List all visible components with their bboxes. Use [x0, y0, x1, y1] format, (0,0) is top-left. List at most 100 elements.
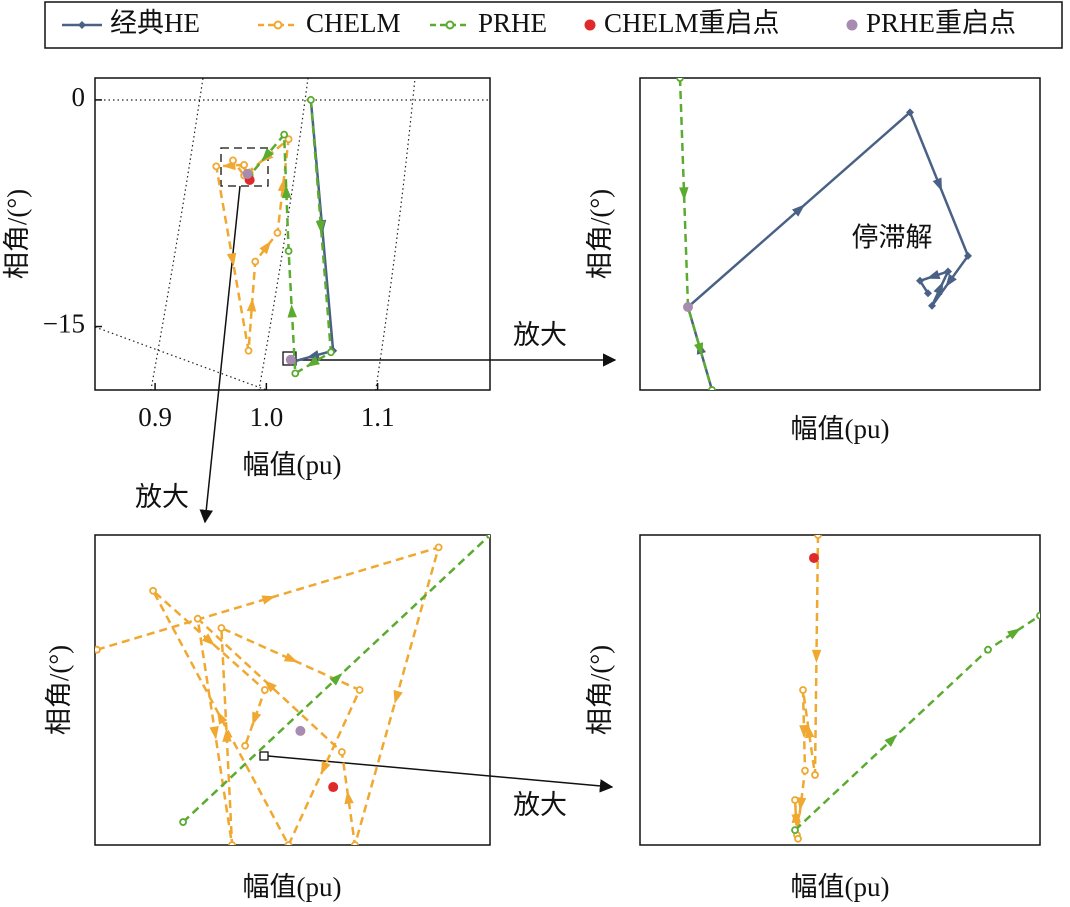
- vertex-marker: [260, 686, 269, 694]
- direction-arrow: [261, 148, 274, 162]
- y-tick-label: −15: [43, 309, 85, 339]
- vertex-marker: [794, 834, 802, 843]
- zoom-box: [259, 751, 269, 761]
- vertex-marker: [708, 386, 716, 390]
- legend-marker: [78, 21, 86, 29]
- plot-area: [791, 535, 1040, 843]
- annotation: 放大: [513, 320, 567, 350]
- x-axis-label: 幅值(pu): [243, 872, 342, 902]
- direction-arrow: [320, 760, 331, 775]
- direction-arrow: [263, 679, 277, 693]
- restart-point: [809, 552, 819, 563]
- direction-arrow: [932, 177, 942, 192]
- guide-curves: [95, 78, 490, 390]
- legend-label: PRHE: [478, 8, 547, 38]
- guide-curve: [258, 78, 309, 390]
- vertex-marker: [916, 276, 924, 285]
- legend-marker: [846, 19, 858, 31]
- direction-arrow: [201, 633, 215, 646]
- restart-point: [285, 354, 296, 365]
- legend-label: CHELM: [306, 8, 401, 38]
- vertex-marker: [337, 748, 346, 756]
- x-tick-label: 1.1: [361, 402, 395, 432]
- vertex-marker: [228, 841, 236, 845]
- direction-arrow: [393, 689, 403, 704]
- direction-arrow: [246, 298, 257, 312]
- series-line: [793, 535, 820, 839]
- plot-area: [676, 78, 972, 390]
- vertex-marker: [284, 247, 293, 255]
- vertex-marker: [306, 96, 315, 104]
- vertex-marker: [434, 543, 443, 552]
- vertex-marker: [811, 771, 819, 779]
- restart-point: [683, 302, 693, 313]
- direction-arrow: [792, 204, 806, 217]
- plot-area: [212, 95, 338, 378]
- legend-box: [44, 1, 1063, 49]
- zoom-box: [282, 351, 297, 366]
- vertex-marker: [355, 686, 364, 694]
- vertex-marker: [212, 162, 221, 171]
- x-tick-label: 0.9: [138, 402, 172, 432]
- vertex-marker: [984, 645, 992, 654]
- vertex-marker: [280, 130, 289, 139]
- vertex-marker: [291, 369, 300, 378]
- vertex-marker: [676, 78, 684, 82]
- restart-point: [328, 782, 339, 793]
- annotation: 放大: [135, 482, 189, 512]
- legend-label: 经典HE: [110, 8, 200, 38]
- vertex-marker: [149, 586, 157, 595]
- direction-arrow: [1007, 628, 1021, 640]
- plot-frame: [639, 534, 1041, 846]
- direction-arrow: [287, 304, 297, 318]
- direction-arrow: [315, 220, 326, 235]
- legend-marker: [273, 20, 283, 30]
- direction-arrow: [329, 673, 343, 686]
- vertex-marker: [193, 614, 202, 623]
- legend-label: CHELM重启点: [604, 8, 780, 38]
- vertex-marker: [240, 160, 248, 169]
- series-line: [678, 78, 714, 390]
- direction-arrow: [884, 734, 898, 747]
- zoom-arrow: [199, 185, 241, 524]
- direction-arrow: [306, 356, 320, 367]
- direction-arrow: [933, 281, 944, 296]
- y-axis-label: 相角/(°): [585, 645, 615, 735]
- vertex-marker: [229, 156, 237, 165]
- plot-area: [95, 535, 490, 845]
- vertex-marker: [326, 348, 335, 357]
- vertex-marker: [964, 251, 972, 260]
- vertex-marker: [924, 289, 932, 298]
- x-axis-label: 幅值(pu): [791, 414, 890, 444]
- direction-arrow: [217, 710, 228, 725]
- vertex-marker: [1036, 611, 1040, 620]
- direction-arrow: [283, 652, 298, 663]
- plot-frame: [639, 77, 1041, 391]
- annotation: 停滞解: [852, 222, 933, 252]
- y-axis-label: 相角/(°): [44, 645, 74, 735]
- vertex-marker: [928, 301, 936, 310]
- direction-arrow: [796, 797, 807, 811]
- direction-arrow: [811, 649, 822, 663]
- vertex-marker: [814, 535, 822, 539]
- series-line: [794, 614, 1040, 832]
- vertex-marker: [791, 796, 799, 804]
- legend-label: PRHE重启点: [866, 8, 1016, 38]
- direction-arrow: [226, 252, 237, 267]
- vertex-marker: [351, 841, 359, 845]
- y-tick-label: 0: [72, 82, 86, 112]
- series-line: [96, 545, 441, 845]
- plot-frame: [94, 534, 491, 846]
- plot-frame: [94, 77, 491, 391]
- direction-arrow: [344, 790, 354, 805]
- direction-arrow: [926, 269, 941, 279]
- annotation: 放大: [513, 790, 567, 820]
- vertex-marker: [791, 826, 799, 835]
- direction-arrow: [945, 273, 957, 288]
- guide-curve: [375, 78, 416, 390]
- direction-arrow: [259, 240, 272, 255]
- direction-arrow: [694, 342, 704, 357]
- vertex-marker: [95, 645, 101, 654]
- vertex-marker: [284, 135, 293, 144]
